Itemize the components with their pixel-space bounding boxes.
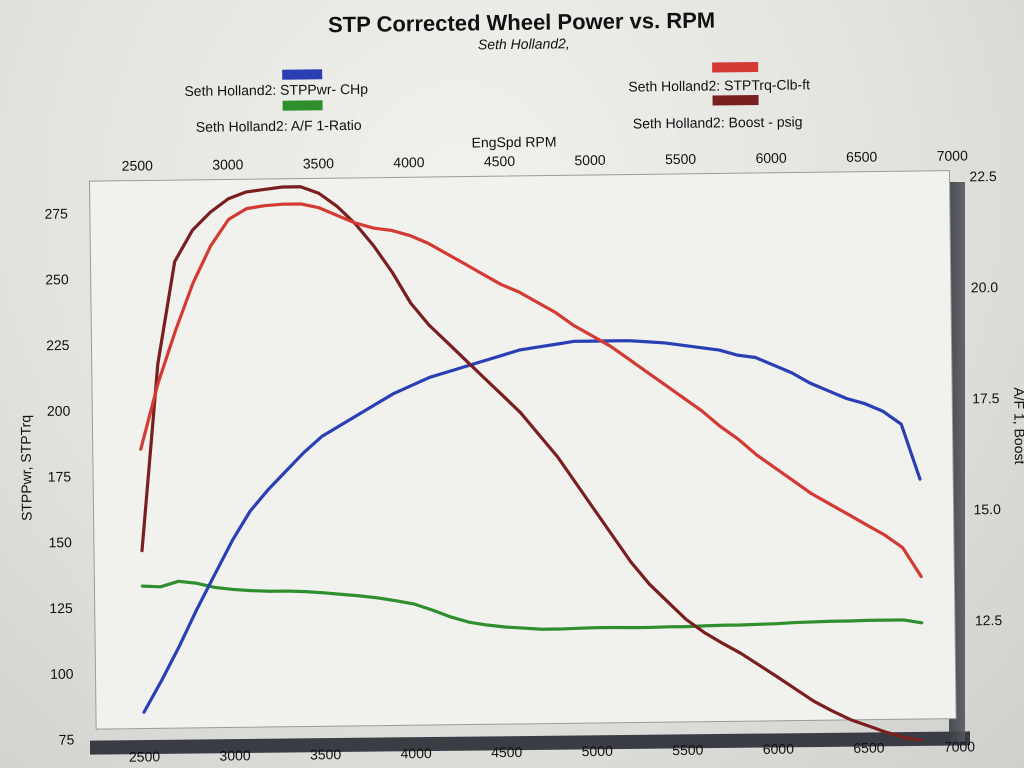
x-top-tick-label: 4000 xyxy=(393,154,425,170)
y-right-tick-label: 17.5 xyxy=(972,390,1000,406)
legend-label-torque: Seth Holland2: STPTrq-Clb-ft xyxy=(628,76,810,94)
x-top-tick-label: 4500 xyxy=(484,153,516,169)
x-top-tick-label: 3000 xyxy=(212,156,244,172)
x-bottom-tick-label: 6000 xyxy=(763,741,795,757)
y-left-tick-label: 200 xyxy=(47,403,71,419)
legend-swatch-boost xyxy=(712,94,759,106)
plot-area xyxy=(88,170,957,730)
legend-swatch-af-ratio xyxy=(282,100,323,111)
x-bottom-tick-label: 6500 xyxy=(853,739,885,755)
legend-label-power: Seth Holland2: STPPwr- CHp xyxy=(184,81,368,99)
x-bottom-tick-label: 4000 xyxy=(400,745,432,761)
x-bottom-tick-label: 2500 xyxy=(129,748,161,764)
x-top-tick-label: 5500 xyxy=(665,151,697,167)
legend-label-af-ratio: Seth Holland2: A/F 1-Ratio xyxy=(196,117,362,135)
y-right-tick-label: 15.0 xyxy=(973,501,1001,517)
torque-line xyxy=(139,202,923,579)
x-bottom-tick-label: 3500 xyxy=(310,746,342,762)
legend-label-boost: Seth Holland2: Boost - psig xyxy=(633,113,803,131)
y-right-axis-title: A/F 1, Boost xyxy=(1011,387,1024,464)
boost-line xyxy=(140,185,925,743)
y-left-tick-label: 250 xyxy=(45,271,69,287)
x-bottom-tick-label: 4500 xyxy=(491,744,523,760)
x-axis-bottom-ticks: 2500 3000 3500 4000 4500 5000 5500 6000 6500 7000 xyxy=(129,738,975,764)
x-top-tick-label: 6000 xyxy=(755,150,787,166)
af-ratio-line xyxy=(140,579,924,631)
y-left-tick-label: 175 xyxy=(48,468,72,484)
x-bottom-tick-label: 5500 xyxy=(672,742,704,758)
x-axis-top-ticks: 2500 3000 3500 4000 4500 5000 5500 6000 6500 7000 xyxy=(122,147,968,173)
y-right-tick-label: 20.0 xyxy=(971,279,999,295)
y-right-tick-label: 12.5 xyxy=(975,612,1003,628)
series-layer xyxy=(139,185,925,743)
chart-title: STP Corrected Wheel Power vs. RPM xyxy=(328,7,715,37)
x-bottom-tick-label: 3000 xyxy=(219,747,251,763)
legend-swatch-torque xyxy=(712,61,759,73)
x-bottom-tick-label: 7000 xyxy=(944,738,976,754)
y-left-tick-label: 125 xyxy=(49,600,73,616)
x-bottom-tick-label: 5000 xyxy=(582,743,614,759)
legend: Seth Holland2: STPPwr- CHp Seth Holland2… xyxy=(184,61,810,135)
x-top-tick-label: 5000 xyxy=(574,152,606,168)
power-line xyxy=(142,339,922,714)
x-top-tick-label: 2500 xyxy=(122,157,154,173)
x-top-tick-label: 3500 xyxy=(303,155,335,171)
y-left-axis-ticks: 75 100 125 150 175 200 225 250 275 xyxy=(44,205,74,747)
x-top-tick-label: 6500 xyxy=(846,149,878,165)
y-left-tick-label: 150 xyxy=(48,534,72,550)
chart-rotated-group: STP Corrected Wheel Power vs. RPM Seth H… xyxy=(17,7,1024,764)
x-top-tick-label: 7000 xyxy=(937,147,969,163)
y-left-tick-label: 75 xyxy=(59,731,75,747)
y-right-axis-ticks: 12.5 15.0 17.5 20.0 22.5 xyxy=(969,168,1002,628)
x-axis-title: EngSpd RPM xyxy=(472,133,557,150)
y-left-tick-label: 225 xyxy=(46,337,70,353)
legend-swatch-power xyxy=(282,69,323,80)
chart-subtitle: Seth Holland2, xyxy=(478,35,570,52)
y-left-axis-title: STPPwr, STPTrq xyxy=(17,415,34,521)
y-left-tick-label: 100 xyxy=(50,666,74,682)
y-right-tick-label: 22.5 xyxy=(969,168,997,184)
y-left-tick-label: 275 xyxy=(44,205,68,221)
